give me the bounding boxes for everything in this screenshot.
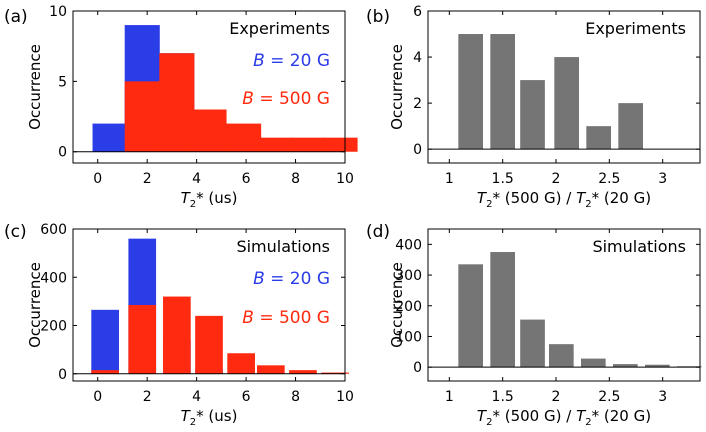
bar	[92, 123, 128, 152]
y-tick-label: 0	[413, 360, 422, 376]
x-tick-label: 6	[242, 389, 251, 405]
bar	[289, 370, 317, 374]
legend: B = 20 G B = 500 G	[242, 51, 330, 109]
bar	[586, 126, 611, 150]
legend-entry: B = 500 G	[242, 308, 330, 328]
bar	[549, 344, 574, 368]
x-axis-label: T2* (us)	[181, 407, 238, 428]
x-tick-label: 0	[93, 389, 102, 405]
y-tick-label: 400	[395, 237, 422, 253]
x-tick-label: 2	[143, 389, 152, 405]
bar	[490, 34, 515, 150]
x-tick-label: 1.5	[492, 389, 514, 405]
x-tick-label: 2	[552, 389, 561, 405]
x-tick-label: 8	[291, 389, 300, 405]
x-tick-label: 8	[291, 171, 300, 187]
x-tick-label: 3	[658, 171, 667, 187]
x-tick-label: 10	[336, 171, 354, 187]
x-tick-label: 1.5	[492, 171, 514, 187]
panel-c: 0 200 400 600 0 2 4 6 8 10 T2* (us) Occurrence (c) Si…	[4, 222, 354, 428]
bar	[226, 123, 262, 152]
axes-frame	[72, 228, 346, 382]
panel-label: (d)	[366, 222, 390, 242]
bar	[258, 137, 294, 152]
y-tick-label: 2	[413, 96, 422, 112]
x-tick-label: 4	[192, 389, 201, 405]
x-tick-label: 3	[658, 389, 667, 405]
bar	[520, 80, 545, 150]
bar	[227, 353, 255, 374]
y-tick-label: 0	[58, 367, 67, 383]
bar	[618, 103, 643, 150]
legend-entry: B = 20 G	[253, 269, 330, 289]
panel-d: 0 100 200 300 400 1 1.5 2 2.5 3 T2* (500 G) / T2* …	[366, 222, 702, 428]
legend-entry: B = 500 G	[242, 89, 330, 109]
bar	[91, 370, 119, 374]
bar	[613, 364, 638, 368]
panel-label: (a)	[4, 7, 28, 27]
bar	[256, 365, 285, 374]
x-tick-label: 10	[336, 389, 354, 405]
y-tick-label: 600	[40, 222, 67, 238]
y-axis-label: Occurrence	[388, 262, 406, 348]
axes-frame	[427, 10, 701, 164]
panel-title: Simulations	[236, 237, 330, 256]
axes-frame	[72, 10, 346, 164]
y-tick-label: 400	[40, 270, 67, 286]
bar	[490, 252, 515, 368]
y-axis-label: Occurrence	[26, 44, 44, 130]
y-axis-label: Occurrence	[26, 262, 44, 348]
x-tick-label: 2.5	[598, 171, 620, 187]
panel-title: Simulations	[592, 237, 686, 256]
x-tick-label: 1	[445, 389, 454, 405]
x-tick-label: 6	[242, 171, 251, 187]
y-tick-label: 6	[413, 4, 422, 20]
bar	[322, 137, 358, 152]
x-tick-label: 1	[445, 171, 454, 187]
panel-title: Experiments	[585, 19, 686, 38]
x-tick-label: 2	[552, 171, 561, 187]
y-tick-label: 200	[40, 319, 67, 335]
y-tick-label: 100	[395, 329, 422, 345]
legend-entry: B = 20 G	[253, 51, 330, 71]
bar	[554, 57, 579, 150]
y-tick-label: 10	[49, 4, 67, 20]
x-axis-label: T2* (500 G) / T2* (20 G)	[477, 189, 651, 210]
bar	[458, 264, 483, 368]
bar	[290, 137, 326, 152]
y-axis-label: Occurrence	[388, 44, 406, 130]
bar	[163, 296, 191, 374]
bar	[520, 319, 545, 368]
bar	[128, 305, 157, 374]
legend: B = 20 G B = 500 G	[242, 269, 330, 328]
bar	[581, 358, 606, 368]
y-tick-label: 0	[413, 142, 422, 158]
y-tick-label: 4	[413, 50, 422, 66]
x-tick-label: 0	[93, 171, 102, 187]
bar	[191, 109, 227, 152]
bar	[321, 372, 349, 374]
y-tick-label: 300	[395, 268, 422, 284]
y-tick-label: 5	[58, 74, 67, 90]
x-axis-label: T2* (500 G) / T2* (20 G)	[477, 407, 651, 428]
x-tick-label: 4	[192, 171, 201, 187]
x-tick-label: 2	[143, 171, 152, 187]
panel-a: 0 5 10 0 2 4 6 8 10 T2* (us) Occurrence (a) Experime…	[4, 4, 358, 210]
panel-label: (b)	[366, 7, 390, 27]
bar	[91, 309, 119, 374]
axes-frame	[427, 228, 701, 382]
y-tick-label: 0	[58, 145, 67, 161]
x-axis-label: T2* (us)	[181, 189, 238, 210]
panel-title: Experiments	[229, 19, 330, 38]
bar	[458, 34, 483, 150]
bar	[124, 81, 160, 152]
x-tick-label: 2.5	[598, 389, 620, 405]
panel-b: 0 2 4 6 1 1.5 2 2.5 3 T2* (500 G) / T2* (20 G) Occ…	[366, 4, 701, 210]
bar	[195, 315, 223, 374]
bar	[645, 364, 670, 368]
panel-label: (c)	[4, 222, 27, 242]
y-tick-label: 200	[395, 299, 422, 315]
bar	[159, 53, 195, 152]
